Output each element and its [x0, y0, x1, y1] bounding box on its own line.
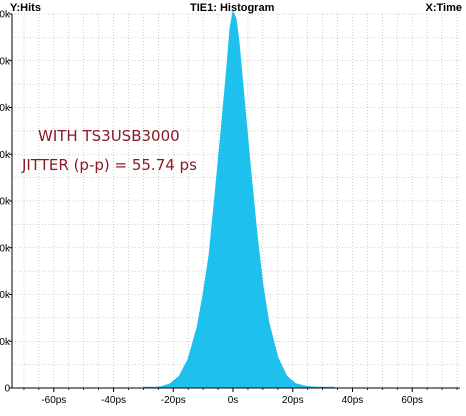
- x-tick-label: 20ps: [282, 395, 304, 406]
- y-tick-label: 70k: [0, 56, 11, 67]
- y-tick-label: 0: [4, 384, 10, 395]
- x-tick-label: -20ps: [161, 395, 186, 406]
- y-tick-label: 40k: [0, 197, 11, 208]
- y-tick-label: 80k: [0, 10, 11, 21]
- y-tick-label: 20k: [0, 290, 11, 301]
- jitter-annotation: WITH TS3USB3000 JITTER (p-p) = 55.74 ps: [22, 122, 197, 180]
- x-tick-label: -40ps: [101, 395, 126, 406]
- x-tick-label: 40ps: [342, 395, 364, 406]
- y-tick-label: 50k: [0, 150, 11, 161]
- annotation-line-1: WITH TS3USB3000: [38, 127, 180, 145]
- x-tick-label: 0s: [228, 395, 239, 406]
- histogram-area-layer: [143, 9, 335, 389]
- x-tick-label: 60ps: [401, 395, 423, 406]
- y-tick-label: 60k: [0, 103, 11, 114]
- tick-label-layer: -60ps -40ps -20ps 0s 20ps 40ps 60ps 0 10k 20k 30k 4…: [0, 10, 423, 407]
- y-tick-label: 30k: [0, 243, 11, 254]
- histogram-area: [152, 9, 323, 389]
- y-tick-label: 10k: [0, 337, 11, 348]
- chart-title: TIE1: Histogram: [190, 2, 275, 14]
- annotation-line-2: JITTER (p-p) = 55.74 ps: [22, 156, 197, 174]
- y-axis-title: Y:Hits: [10, 2, 41, 14]
- x-axis-title: X:Time: [425, 2, 462, 14]
- axis-layer: [9, 13, 460, 392]
- x-tick-label: -60ps: [41, 395, 66, 406]
